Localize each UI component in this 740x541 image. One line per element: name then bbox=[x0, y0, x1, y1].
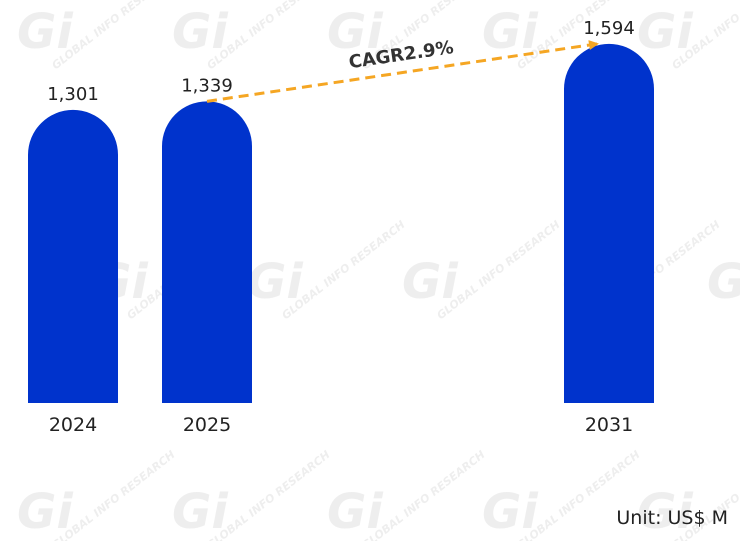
watermark-logo: Gi bbox=[17, 484, 73, 540]
category-label-2025: 2025 bbox=[183, 414, 231, 436]
watermark-logo: Gi bbox=[637, 484, 693, 540]
watermark-logo: Gi bbox=[172, 4, 228, 60]
watermark-logo: Gi bbox=[327, 484, 383, 540]
bar-2025 bbox=[162, 101, 252, 404]
unit-label: Unit: US$ M bbox=[616, 507, 728, 529]
watermark-logo: Gi bbox=[327, 4, 383, 60]
value-label-2025: 1,339 bbox=[181, 75, 233, 96]
category-label-2024: 2024 bbox=[49, 414, 97, 436]
value-label-2024: 1,301 bbox=[47, 84, 99, 105]
watermark-logo: Gi bbox=[707, 254, 740, 310]
watermark-logo: Gi bbox=[482, 4, 538, 60]
value-label-2031: 1,594 bbox=[583, 18, 635, 39]
watermark-logo: Gi bbox=[17, 4, 73, 60]
cagr-arrow bbox=[206, 40, 599, 103]
watermark-logo: Gi bbox=[637, 4, 693, 60]
category-label-2031: 2031 bbox=[585, 414, 633, 436]
watermark-logo: Gi bbox=[482, 484, 538, 540]
bars bbox=[28, 43, 654, 404]
bar-2031 bbox=[564, 43, 654, 404]
watermark-logo: Gi bbox=[402, 254, 458, 310]
bar-2024 bbox=[28, 109, 118, 403]
labels: 1,301 2024 1,339 2025 1,594 2031 bbox=[47, 18, 635, 436]
watermark-logo: Gi bbox=[172, 484, 228, 540]
watermark-logo: Gi bbox=[247, 254, 303, 310]
